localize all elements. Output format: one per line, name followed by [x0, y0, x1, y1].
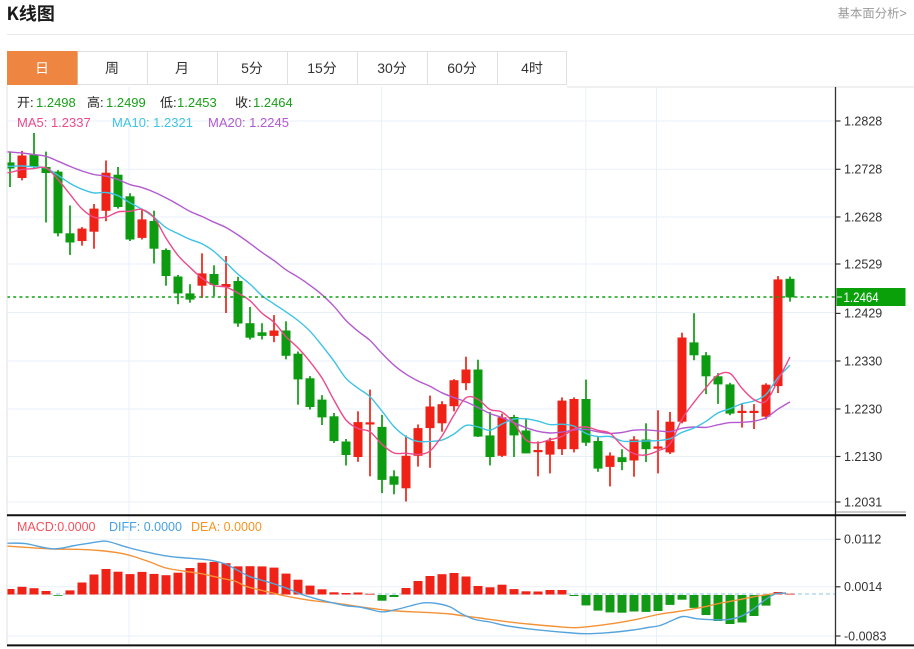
svg-text:30: 30 — [377, 60, 393, 76]
svg-text:4: 4 — [521, 60, 529, 76]
svg-text:15: 15 — [307, 60, 323, 76]
svg-text::: : — [30, 95, 34, 110]
svg-text:1.2230: 1.2230 — [844, 402, 882, 416]
svg-text:1.2429: 1.2429 — [844, 307, 882, 321]
svg-text:DIFF: 0.0000: DIFF: 0.0000 — [109, 520, 182, 534]
svg-text:1.2031: 1.2031 — [844, 495, 882, 509]
svg-text:MA10: 1.2321: MA10: 1.2321 — [112, 115, 193, 130]
svg-text:1.2464: 1.2464 — [844, 289, 879, 305]
svg-text:0.0112: 0.0112 — [844, 533, 881, 547]
svg-text::: : — [173, 95, 177, 110]
svg-text:60: 60 — [447, 60, 463, 76]
svg-text:1.2130: 1.2130 — [844, 450, 882, 464]
svg-text:1.2499: 1.2499 — [106, 95, 146, 110]
svg-text:>: > — [900, 7, 907, 21]
svg-text:MA5: 1.2337: MA5: 1.2337 — [17, 115, 91, 130]
svg-text:1.2498: 1.2498 — [36, 95, 76, 110]
svg-text:1.2529: 1.2529 — [844, 257, 882, 271]
svg-text:1.2453: 1.2453 — [177, 95, 217, 110]
svg-text:5: 5 — [241, 60, 249, 76]
svg-text:0.0014: 0.0014 — [844, 580, 882, 594]
svg-text:1.2728: 1.2728 — [844, 163, 882, 177]
svg-text:1.2464: 1.2464 — [253, 95, 293, 110]
svg-text:1.2828: 1.2828 — [844, 114, 882, 128]
svg-text:DEA: 0.0000: DEA: 0.0000 — [191, 520, 262, 534]
svg-text:-0.0083: -0.0083 — [844, 629, 886, 643]
svg-text:1.2628: 1.2628 — [844, 210, 882, 224]
svg-text:MACD:0.0000: MACD:0.0000 — [17, 520, 96, 534]
svg-text:1.2330: 1.2330 — [844, 354, 882, 368]
svg-text:MA20: 1.2245: MA20: 1.2245 — [208, 115, 289, 130]
svg-text::: : — [100, 95, 104, 110]
svg-text::: : — [248, 95, 252, 110]
